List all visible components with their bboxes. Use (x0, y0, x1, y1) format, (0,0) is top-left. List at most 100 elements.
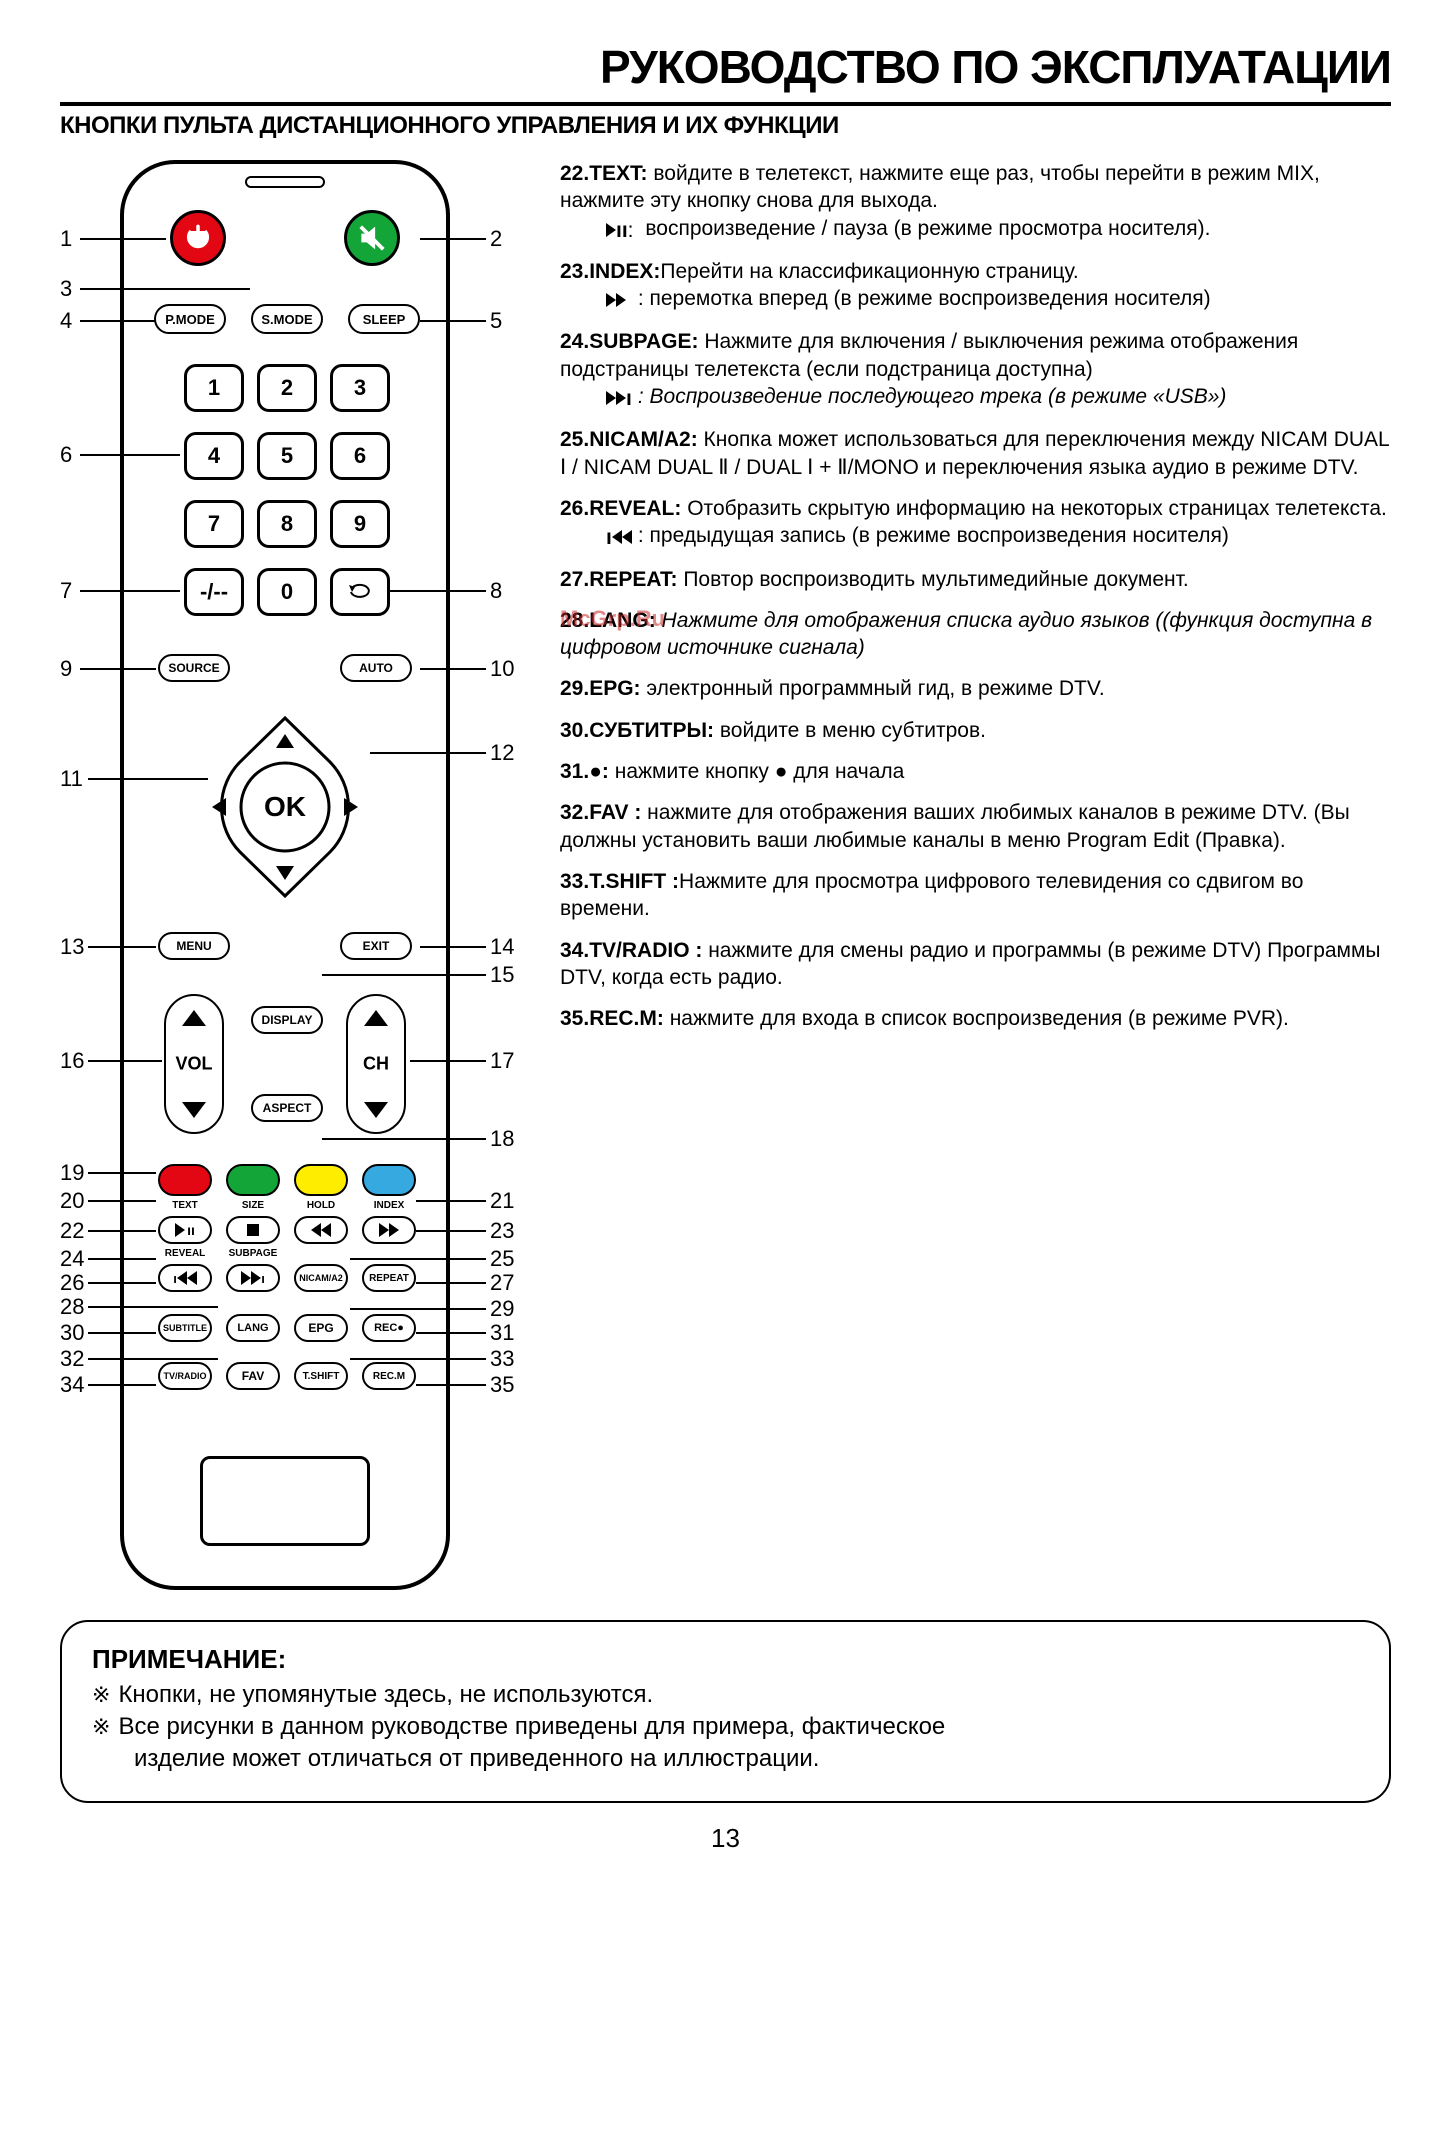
green-button[interactable] (226, 1164, 280, 1196)
desc-22: 22.TEXT: войдите в телетекст, нажмите ещ… (560, 160, 1391, 244)
callout-19: 19 (60, 1160, 84, 1186)
callout-3: 3 (60, 276, 72, 302)
digit-9[interactable]: 9 (330, 500, 390, 548)
digit-0[interactable]: 0 (257, 568, 317, 616)
epg-button[interactable]: EPG (294, 1314, 348, 1342)
callout-17: 17 (490, 1048, 514, 1074)
callout-31: 31 (490, 1320, 514, 1346)
callout-34: 34 (60, 1372, 84, 1398)
desc-31: 31.●: нажмите кнопку ● для начала (560, 758, 1391, 785)
callout-33: 33 (490, 1346, 514, 1372)
callout-4: 4 (60, 308, 72, 334)
desc-33: 33.T.SHIFT :Нажмите для просмотра цифров… (560, 868, 1391, 923)
dash-button[interactable]: -/-- (184, 568, 244, 616)
remote-outline: P.MODE S.MODE SLEEP 1 2 3 4 5 6 7 8 9 -/… (120, 160, 450, 1590)
vol-rocker[interactable]: VOL (164, 994, 224, 1134)
ir-slot (245, 176, 325, 188)
digit-1[interactable]: 1 (184, 364, 244, 412)
ch-rocker[interactable]: CH (346, 994, 406, 1134)
subtitle-button[interactable]: SUBTITLE (158, 1314, 212, 1342)
callout-35: 35 (490, 1372, 514, 1398)
digit-6[interactable]: 6 (330, 432, 390, 480)
blue-button[interactable] (362, 1164, 416, 1196)
desc-30: 30.СУБТИТРЫ: войдите в меню субтитров. (560, 717, 1391, 744)
label-text: TEXT (155, 1200, 215, 1211)
playpause-button[interactable]: ıı (158, 1216, 212, 1244)
callout-15: 15 (490, 962, 514, 988)
repeat-button[interactable]: REPEAT (362, 1264, 416, 1292)
callout-21: 21 (490, 1188, 514, 1214)
callout-16: 16 (60, 1048, 84, 1074)
display-button[interactable]: DISPLAY (251, 1006, 323, 1034)
auto-button[interactable]: AUTO (340, 654, 412, 682)
digit-3[interactable]: 3 (330, 364, 390, 412)
aspect-button[interactable]: ASPECT (251, 1094, 323, 1122)
exit-button[interactable]: EXIT (340, 932, 412, 960)
prev-button[interactable]: ı (158, 1264, 212, 1292)
label-index: INDEX (359, 1200, 419, 1211)
label-size: SIZE (223, 1200, 283, 1211)
desc-32: 32.FAV : нажмите для отображения ваших л… (560, 799, 1391, 854)
digit-5[interactable]: 5 (257, 432, 317, 480)
recm-button[interactable]: REC.M (362, 1362, 416, 1390)
red-button[interactable] (158, 1164, 212, 1196)
callout-24: 24 (60, 1246, 84, 1272)
ok-button[interactable]: OK (264, 791, 306, 823)
return-icon (345, 580, 375, 604)
digit-4[interactable]: 4 (184, 432, 244, 480)
callout-9: 9 (60, 656, 72, 682)
note-box: ПРИМЕЧАНИЕ: ※Кнопки, не упомянутые здесь… (60, 1620, 1391, 1803)
fav-button[interactable]: FAV (226, 1362, 280, 1390)
callout-29: 29 (490, 1296, 514, 1322)
callout-6: 6 (60, 442, 72, 468)
callout-7: 7 (60, 578, 72, 604)
pmode-button[interactable]: P.MODE (154, 304, 226, 334)
page-number: 13 (60, 1823, 1391, 1854)
lang-button[interactable]: LANG (226, 1314, 280, 1342)
tshift-button[interactable]: T.SHIFT (294, 1362, 348, 1390)
label-subpage: SUBPAGE (223, 1248, 283, 1259)
callout-28: 28 (60, 1294, 84, 1320)
mute-button[interactable] (344, 210, 400, 266)
title-divider (60, 102, 1391, 106)
digit-8[interactable]: 8 (257, 500, 317, 548)
callout-32: 32 (60, 1346, 84, 1372)
desc-35: 35.REC.M: нажмите для входа в список вос… (560, 1005, 1391, 1032)
ff-button[interactable] (362, 1216, 416, 1244)
menu-button[interactable]: MENU (158, 932, 230, 960)
watermark: McGrp.Ru (560, 605, 665, 634)
desc-26: 26.REVEAL: Отобразить скрытую информацию… (560, 495, 1391, 552)
rec-button[interactable]: REC● (362, 1314, 416, 1342)
digit-7[interactable]: 7 (184, 500, 244, 548)
nicam-button[interactable]: NICAM/A2 (294, 1264, 348, 1292)
callout-5: 5 (490, 308, 502, 334)
label-hold: HOLD (291, 1200, 351, 1211)
tvradio-button[interactable]: TV/RADIO (158, 1362, 212, 1390)
label-reveal: REVEAL (155, 1248, 215, 1259)
desc-27: 27.REPEAT: Повтор воспроизводить мультим… (560, 566, 1391, 593)
desc-28: McGrp.Ru 28.LANG: Нажмите для отображени… (560, 607, 1391, 662)
source-button[interactable]: SOURCE (158, 654, 230, 682)
next-button[interactable]: ı (226, 1264, 280, 1292)
power-button[interactable] (170, 210, 226, 266)
smode-button[interactable]: S.MODE (251, 304, 323, 334)
yellow-button[interactable] (294, 1164, 348, 1196)
callout-14: 14 (490, 934, 514, 960)
return-button[interactable] (330, 568, 390, 616)
stop-button[interactable] (226, 1216, 280, 1244)
digit-2[interactable]: 2 (257, 364, 317, 412)
desc-34: 34.TV/RADIO : нажмите для смены радио и … (560, 937, 1391, 992)
ir-window (200, 1456, 370, 1546)
callout-20: 20 (60, 1188, 84, 1214)
callout-30: 30 (60, 1320, 84, 1346)
subtitle: КНОПКИ ПУЛЬТА ДИСТАНЦИОННОГО УПРАВЛЕНИЯ … (60, 112, 1391, 140)
callout-8: 8 (490, 578, 502, 604)
desc-25: 25.NICAM/A2: Кнопка может использоваться… (560, 426, 1391, 481)
dpad[interactable]: OK (190, 712, 380, 902)
rew-button[interactable] (294, 1216, 348, 1244)
callout-1: 1 (60, 226, 72, 252)
sleep-button[interactable]: SLEEP (348, 304, 420, 334)
remote-column: P.MODE S.MODE SLEEP 1 2 3 4 5 6 7 8 9 -/… (60, 160, 530, 1590)
callout-2: 2 (490, 226, 502, 252)
callout-10: 10 (490, 656, 514, 682)
